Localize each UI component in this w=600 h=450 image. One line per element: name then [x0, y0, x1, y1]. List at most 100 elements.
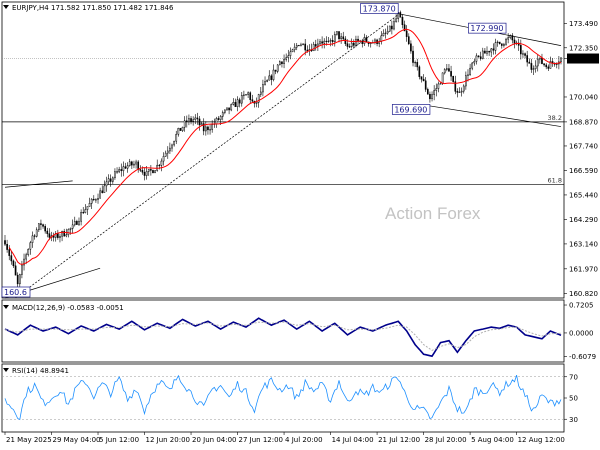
candle — [57, 229, 59, 240]
candle — [484, 47, 486, 54]
candle — [99, 187, 101, 199]
candle — [291, 48, 294, 53]
candle — [298, 44, 300, 47]
candle — [431, 91, 433, 102]
candle — [226, 107, 228, 111]
candle — [363, 33, 366, 47]
candle — [285, 53, 288, 62]
candle — [276, 64, 279, 74]
candle — [492, 43, 495, 55]
main-axis-label: 171.846 — [569, 55, 598, 63]
macd-signal-line — [4, 321, 562, 351]
candle — [198, 116, 201, 131]
candle — [107, 174, 110, 185]
candle — [179, 127, 182, 131]
candle — [420, 76, 423, 83]
price-callout: 173.870 — [360, 3, 399, 14]
macd-dropdown-icon[interactable] — [3, 305, 9, 309]
candle — [460, 87, 463, 97]
candle — [243, 90, 245, 100]
trendline[interactable] — [15, 14, 399, 298]
candle — [543, 63, 545, 67]
candle — [388, 25, 391, 32]
candle — [166, 146, 169, 159]
candle — [479, 51, 482, 61]
candle — [467, 69, 469, 82]
main-axis-label: 173.490 — [569, 20, 598, 28]
candle — [213, 118, 216, 128]
candle — [154, 170, 156, 174]
time-axis-label: 4 Jul 20:00 — [285, 436, 323, 444]
candle — [534, 60, 537, 73]
main-axis-label: 165.440 — [569, 191, 598, 199]
candle — [333, 31, 336, 47]
candle — [4, 235, 6, 246]
candle — [545, 63, 548, 70]
candle — [505, 37, 507, 46]
candle — [12, 259, 15, 269]
trendline[interactable] — [429, 105, 562, 127]
candle — [496, 40, 499, 47]
dropdown-triangle-icon[interactable] — [3, 5, 9, 9]
candle — [473, 58, 476, 66]
candle — [169, 142, 171, 154]
macd-header-text: MACD(12,26,9) -0.0583 -0.0051 — [12, 304, 124, 312]
trendline[interactable] — [4, 180, 73, 188]
candle — [380, 31, 383, 45]
candle — [395, 14, 397, 23]
candle — [10, 251, 13, 265]
candle — [412, 45, 414, 67]
candle — [361, 38, 364, 48]
time-axis-label: 5 Aug 04:00 — [471, 436, 514, 444]
trendlines[interactable] — [4, 13, 562, 299]
price-callout: 160.6 — [1, 286, 31, 298]
candle — [147, 169, 150, 176]
candle — [181, 126, 184, 133]
candle — [35, 227, 38, 238]
macd-axis-label: 0.0000 — [569, 329, 594, 337]
candle — [103, 180, 106, 193]
price-callout-label: 160.6 — [4, 288, 27, 297]
main-axis-label: 168.870 — [569, 118, 598, 126]
candle — [152, 169, 154, 174]
candle — [452, 75, 455, 83]
candle — [437, 81, 440, 93]
candle — [21, 260, 23, 279]
candle — [194, 114, 197, 125]
candle — [25, 252, 27, 265]
candle — [48, 228, 51, 241]
time-axis-label: 27 Jun 12:00 — [239, 436, 283, 444]
price-callout-label: 172.990 — [470, 24, 503, 33]
candle — [287, 49, 290, 63]
candle — [532, 65, 535, 76]
macd-axis-label: -0.6079 — [569, 353, 596, 361]
candle — [101, 185, 104, 194]
candle — [515, 40, 518, 46]
candle — [300, 42, 302, 47]
candle — [268, 70, 271, 81]
price-callout: 169.690 — [391, 104, 431, 115]
candle — [156, 159, 159, 172]
candle — [283, 54, 285, 69]
candle — [97, 193, 99, 204]
candle — [217, 116, 220, 121]
candle — [264, 76, 266, 86]
rsi-dropdown-icon[interactable] — [3, 368, 9, 372]
candle — [446, 64, 448, 72]
candle — [500, 43, 503, 49]
candle — [173, 140, 175, 147]
macd-line — [4, 317, 562, 358]
price-callout-label: 173.870 — [363, 4, 396, 13]
candle — [164, 150, 167, 157]
candle — [293, 43, 296, 53]
candle — [458, 87, 461, 93]
candle — [342, 31, 345, 41]
candle — [475, 53, 478, 65]
candle — [232, 98, 235, 106]
candle — [6, 239, 8, 253]
candle — [374, 38, 376, 45]
candle — [348, 43, 351, 48]
time-axis-label: 21 May 2025 — [6, 436, 52, 444]
main-axis-label: 166.590 — [569, 167, 598, 175]
